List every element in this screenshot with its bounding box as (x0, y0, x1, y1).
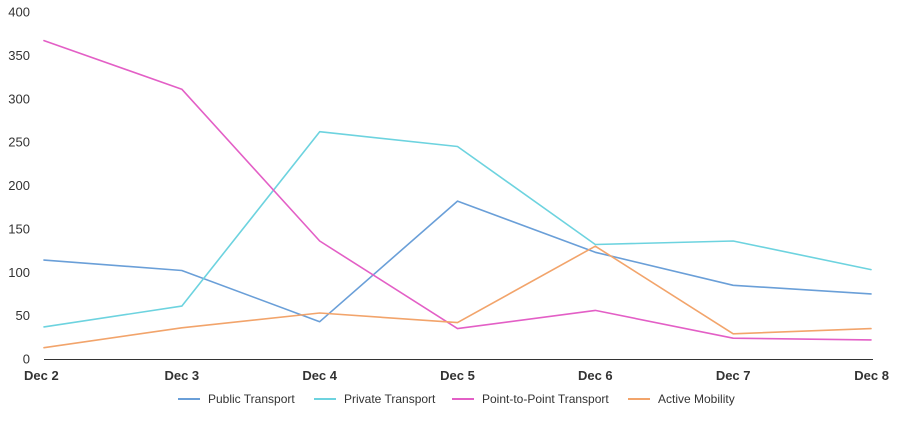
x-tick-label: Dec 2 (24, 368, 59, 383)
y-tick-label: 400 (8, 5, 30, 20)
series-layer (43, 39, 872, 349)
y-tick-label: 0 (23, 352, 30, 367)
series-line-active-mobility (43, 245, 872, 349)
series-line-public-transport (43, 200, 872, 323)
y-tick-label: 300 (8, 91, 30, 106)
x-axis-ticks: Dec 2 Dec 3 Dec 4 Dec 5 Dec 6 Dec 7 Dec 8 (24, 368, 889, 383)
series-line-point-to-point-transport (43, 39, 872, 341)
legend-item[interactable]: Active Mobility (628, 392, 735, 406)
legend-label: Public Transport (208, 392, 295, 406)
legend: Public Transport Private Transport Point-t… (178, 392, 735, 406)
y-axis-ticks: 0 50 100 150 200 250 300 350 400 (8, 5, 30, 367)
y-tick-label: 50 (16, 308, 30, 323)
x-tick-label: Dec 6 (578, 368, 613, 383)
x-tick-label: Dec 5 (440, 368, 475, 383)
y-tick-label: 350 (8, 48, 30, 63)
x-tick-label: Dec 7 (716, 368, 751, 383)
x-tick-label: Dec 4 (302, 368, 337, 383)
legend-item[interactable]: Point-to-Point Transport (452, 392, 609, 406)
legend-label: Active Mobility (658, 392, 735, 406)
y-tick-label: 200 (8, 178, 30, 193)
y-tick-label: 100 (8, 265, 30, 280)
y-tick-label: 150 (8, 221, 30, 236)
x-tick-label: Dec 8 (854, 368, 889, 383)
legend-label: Point-to-Point Transport (482, 392, 609, 406)
x-tick-label: Dec 3 (164, 368, 199, 383)
legend-item[interactable]: Private Transport (314, 392, 436, 406)
series-line-private-transport (43, 130, 872, 328)
legend-label: Private Transport (344, 392, 436, 406)
y-tick-label: 250 (8, 135, 30, 150)
legend-item[interactable]: Public Transport (178, 392, 295, 406)
